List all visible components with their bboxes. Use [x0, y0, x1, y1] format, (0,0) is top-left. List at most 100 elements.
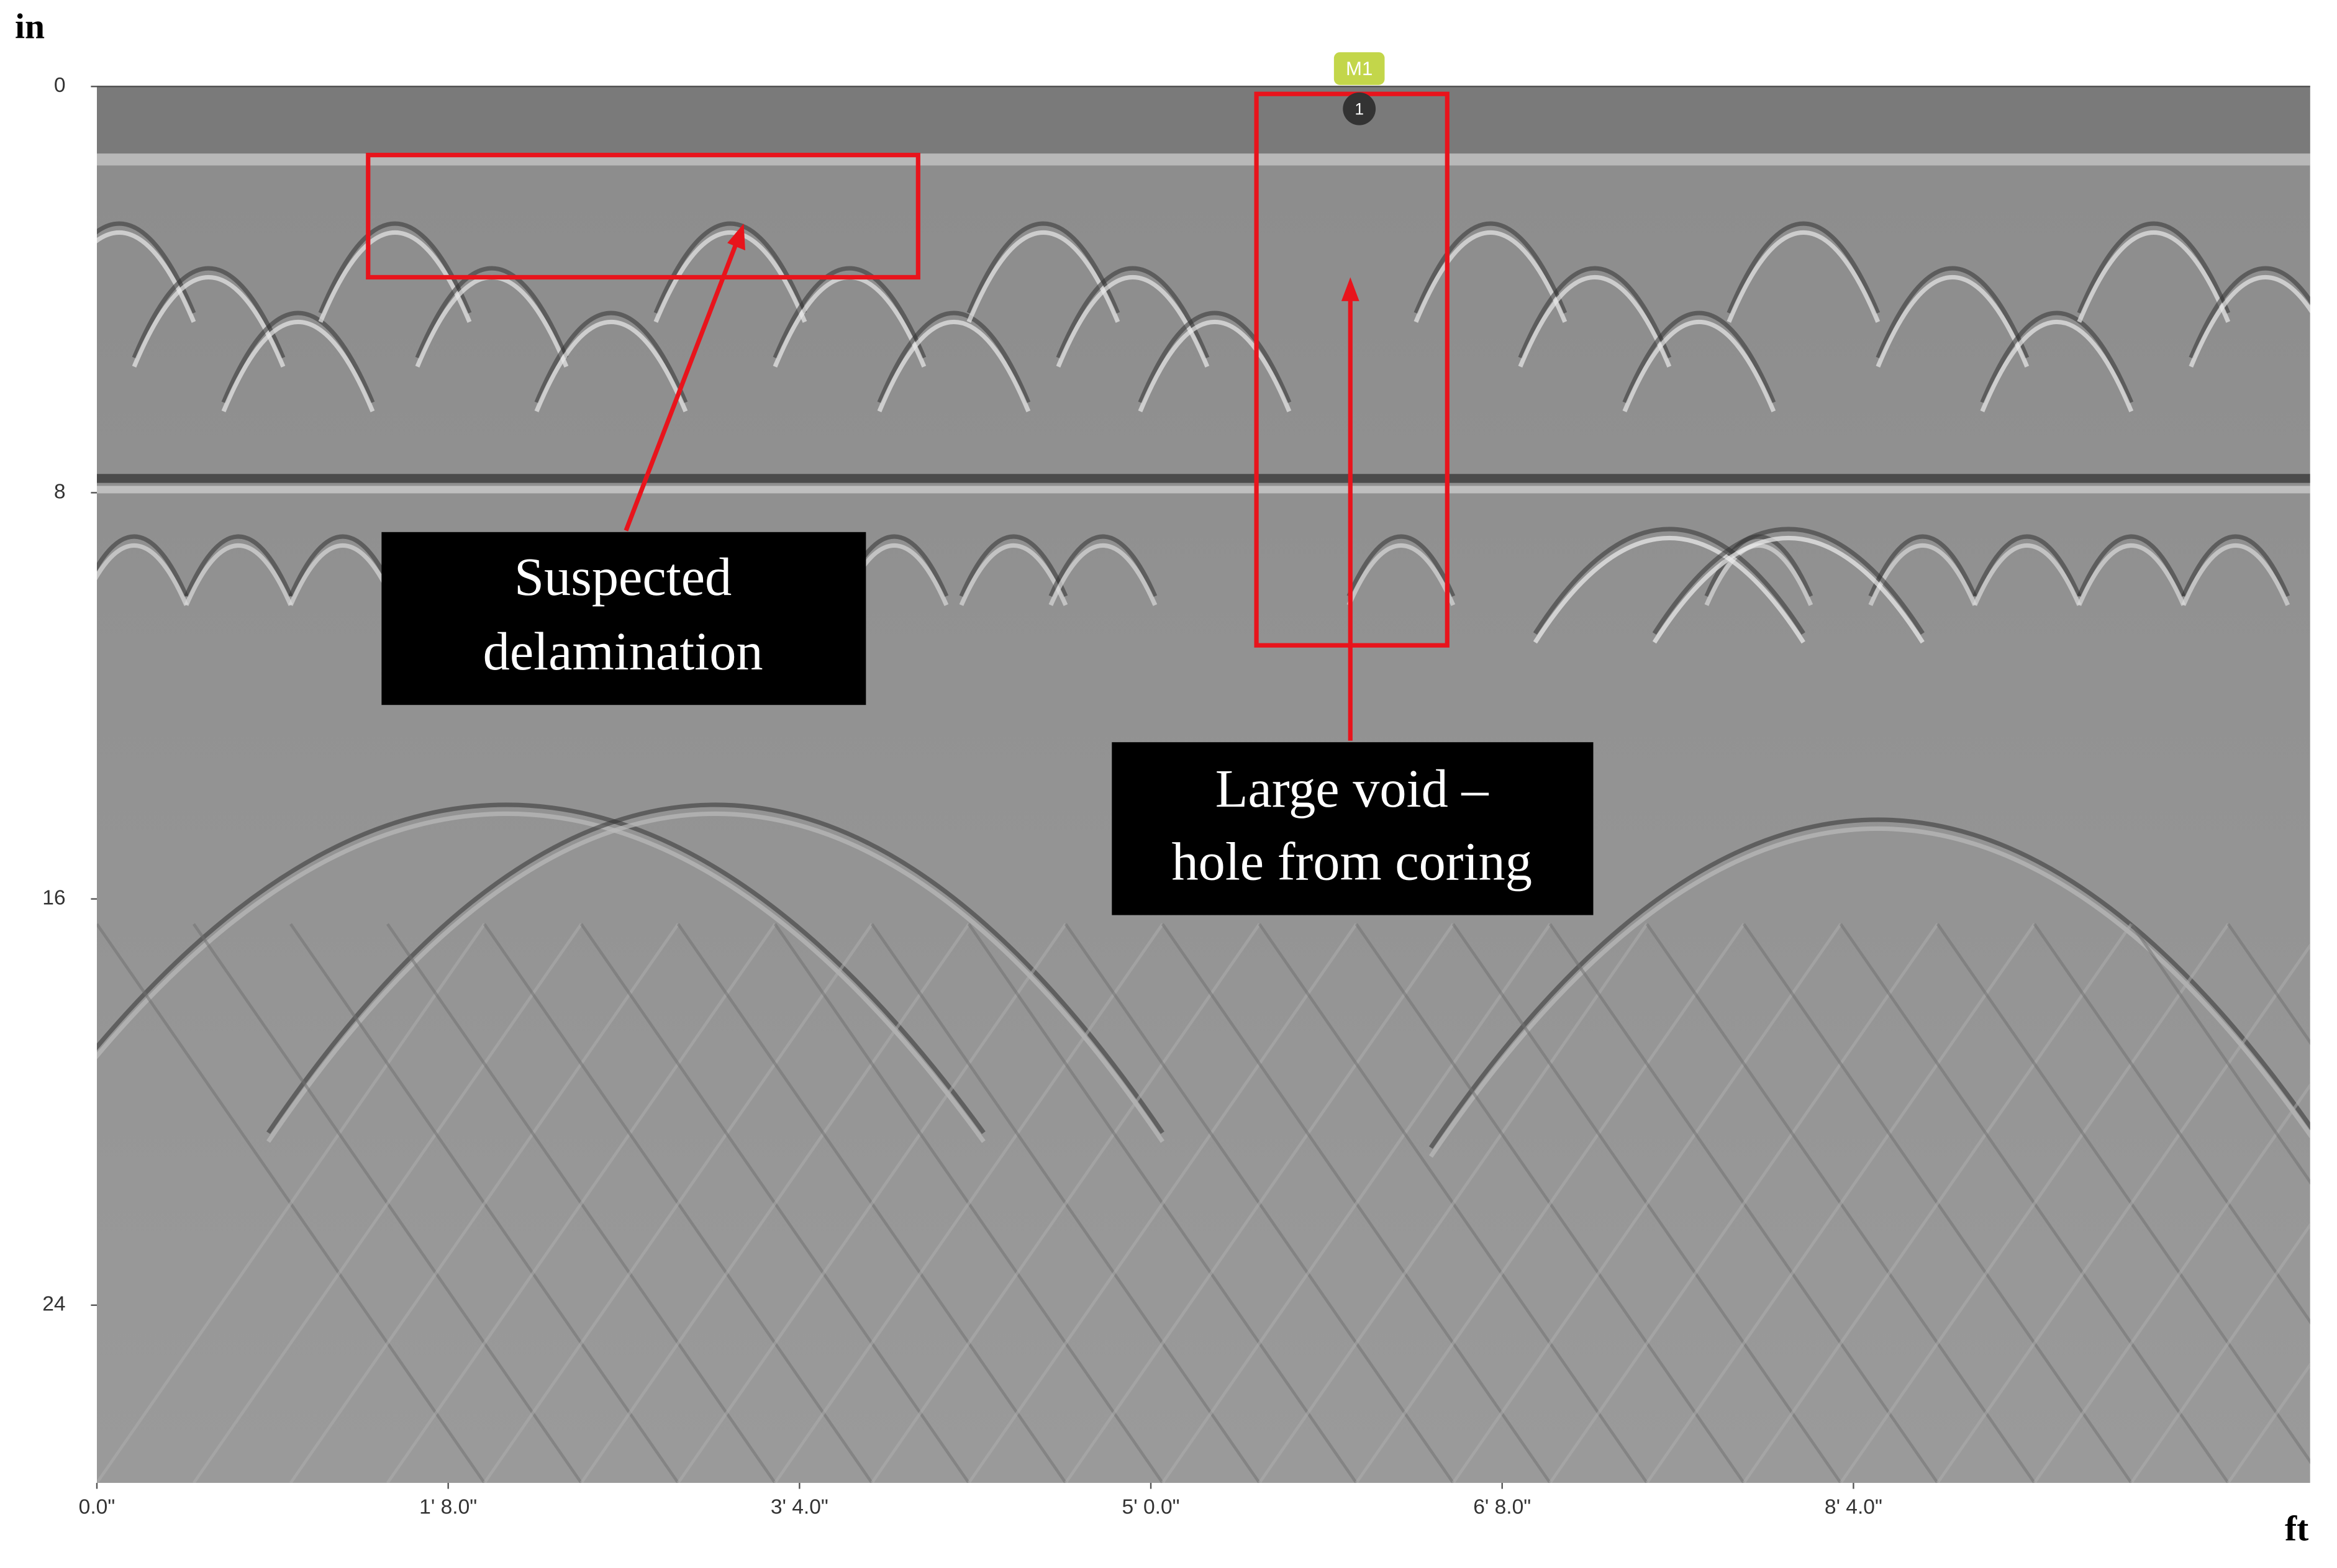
texture — [870, 923, 1261, 1483]
marker-number[interactable]: 1 — [1355, 100, 1364, 119]
x-tick-label: 1' 8.0" — [419, 1496, 477, 1519]
reflection — [288, 534, 397, 597]
x-tick-label: 5' 0.0" — [1122, 1496, 1180, 1519]
reflection — [2189, 275, 2310, 368]
reflection — [1652, 536, 1925, 644]
texture — [386, 923, 776, 1483]
reflection — [1428, 817, 2310, 1149]
reflection — [1980, 320, 2134, 412]
reflection — [96, 534, 189, 597]
annotation-box — [1112, 742, 1594, 915]
reflection — [959, 534, 1068, 597]
reflection — [1727, 230, 1881, 323]
reflection — [221, 310, 375, 404]
reflection — [966, 221, 1120, 314]
reflection — [2077, 534, 2186, 597]
reflection — [959, 543, 1068, 606]
reflection — [266, 802, 1164, 1134]
marker-label[interactable]: M1 — [1346, 58, 1373, 79]
reflection — [1056, 266, 1210, 359]
texture — [2226, 923, 2310, 1045]
x-tick-label: 6' 8.0" — [1473, 1496, 1531, 1519]
reflection — [2077, 221, 2231, 314]
reflection — [318, 230, 472, 323]
reflection — [1704, 543, 1813, 606]
reflection — [1346, 534, 1456, 597]
reflection — [1533, 536, 1805, 644]
texture — [2226, 1362, 2310, 1483]
reflection — [266, 812, 1164, 1143]
reflection — [2189, 266, 2310, 359]
reflection — [1980, 310, 2134, 404]
reflection — [1414, 230, 1568, 323]
reflection — [1972, 534, 2082, 597]
annotation-box — [381, 532, 866, 705]
reflection — [96, 221, 196, 314]
texture — [193, 923, 583, 1483]
texture — [2033, 1082, 2310, 1483]
y-tick-label: 0 — [54, 74, 66, 97]
reflection — [415, 266, 569, 359]
texture — [1645, 923, 2036, 1483]
reflection — [877, 310, 1031, 404]
reflection — [653, 221, 807, 314]
texture — [1161, 923, 1551, 1483]
texture — [1839, 923, 2230, 1483]
marker-dot[interactable] — [1343, 92, 1376, 125]
scan-area — [96, 86, 2337, 1483]
texture — [676, 923, 1067, 1483]
texture — [1936, 943, 2310, 1483]
reflection — [96, 230, 196, 323]
reflection — [1414, 221, 1568, 314]
texture — [1451, 923, 1842, 1483]
annotation-text: delamination — [483, 622, 763, 681]
y-tick-label: 16 — [42, 886, 65, 909]
texture — [1355, 923, 1745, 1483]
reflection — [1138, 320, 1292, 412]
reflection — [1727, 221, 1881, 314]
reflection — [2077, 230, 2231, 323]
arrow — [624, 234, 742, 532]
reflection — [877, 320, 1031, 412]
marker-tag[interactable] — [1333, 52, 1385, 85]
texture — [2130, 1222, 2310, 1483]
y-unit: in — [15, 7, 45, 46]
layer-band — [96, 474, 2310, 483]
reflection — [2077, 543, 2186, 606]
reflection — [773, 266, 927, 359]
texture — [579, 923, 970, 1483]
reflection — [1346, 543, 1456, 606]
reflection — [96, 543, 189, 606]
texture — [1064, 923, 1454, 1483]
reflection — [132, 275, 286, 368]
reflection — [1868, 543, 1977, 606]
reflection — [318, 221, 472, 314]
reflection — [184, 534, 293, 597]
x-tick-label: 0.0" — [79, 1496, 116, 1519]
texture — [967, 923, 1358, 1483]
reflection — [1704, 534, 1813, 597]
texture — [2325, 924, 2337, 1483]
annotation-text: Large void – — [1215, 759, 1489, 818]
reflection — [221, 320, 375, 412]
reflection — [1048, 534, 1158, 597]
arrow-head — [1341, 277, 1359, 301]
x-tick-label: 3' 4.0" — [771, 1496, 828, 1519]
reflection — [132, 266, 286, 359]
reflection — [653, 230, 807, 323]
reflection — [966, 230, 1120, 323]
texture — [483, 923, 873, 1483]
texture — [2130, 923, 2310, 1185]
layer-band — [96, 486, 2310, 494]
reflection — [1533, 527, 1805, 635]
highlight-box — [366, 153, 920, 280]
reflection — [534, 320, 688, 412]
texture — [1548, 923, 1939, 1483]
reflection — [1972, 543, 2082, 606]
reflection — [2181, 543, 2290, 606]
reflection — [1622, 320, 1776, 412]
texture — [773, 923, 1164, 1483]
texture — [1742, 923, 2133, 1483]
